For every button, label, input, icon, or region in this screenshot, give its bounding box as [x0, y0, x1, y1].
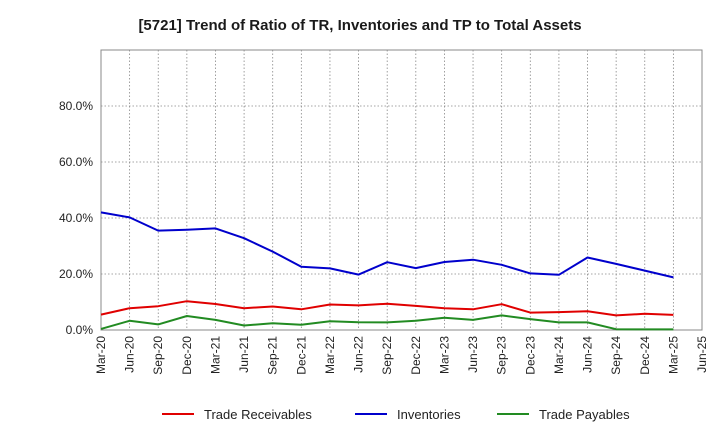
y-axis: 0.0% 20.0% 40.0% 60.0% 80.0% [59, 99, 93, 337]
legend-label: Trade Payables [539, 407, 630, 422]
y-tick-label: 80.0% [59, 99, 93, 113]
x-axis: Mar-20 Jun-20 Sep-20 Dec-20 Mar-21 Jun-21 Sep-… [94, 336, 709, 375]
series-line-trade-payables [100, 314, 674, 331]
x-tick-label: Dec-20 [180, 336, 194, 375]
x-tick-label: Jun-23 [466, 336, 480, 373]
legend: Trade Receivables Inventories Trade Payabl… [162, 407, 630, 422]
x-tick-label: Sep-22 [380, 336, 394, 375]
y-tick-label: 0.0% [66, 323, 94, 337]
x-tick-label: Mar-24 [552, 336, 566, 374]
x-tick-label: Dec-23 [523, 336, 537, 375]
x-tick-label: Jun-25 [695, 336, 709, 373]
x-tick-label: Jun-20 [123, 336, 137, 373]
x-tick-label: Jun-21 [237, 336, 251, 373]
x-tick-label: Dec-24 [638, 336, 652, 375]
x-tick-label: Mar-20 [94, 336, 108, 374]
x-tick-label: Sep-21 [266, 336, 280, 375]
x-tick-label: Sep-20 [151, 336, 165, 375]
x-tick-label: Mar-23 [437, 336, 451, 374]
x-tick-label: Sep-24 [609, 336, 623, 375]
y-tick-label: 20.0% [59, 267, 93, 281]
legend-label: Trade Receivables [204, 407, 312, 422]
legend-label: Inventories [397, 407, 461, 422]
x-tick-label: Mar-21 [208, 336, 222, 374]
x-tick-label: Mar-22 [323, 336, 337, 374]
x-tick-label: Dec-22 [409, 336, 423, 375]
y-tick-label: 60.0% [59, 155, 93, 169]
y-tick-label: 40.0% [59, 211, 93, 225]
series-line-trade-receivables [100, 300, 674, 317]
x-tick-label: Sep-23 [495, 336, 509, 375]
plot-area [100, 49, 703, 331]
chart-title: [5721] Trend of Ratio of TR, Inventories… [138, 17, 581, 34]
series-layer [100, 211, 674, 331]
series-line-inventories [100, 211, 674, 279]
x-tick-label: Mar-25 [666, 336, 680, 374]
x-tick-label: Jun-22 [352, 336, 366, 373]
grid [101, 50, 702, 330]
x-tick-label: Jun-24 [581, 336, 595, 373]
x-tick-label: Dec-21 [294, 336, 308, 375]
